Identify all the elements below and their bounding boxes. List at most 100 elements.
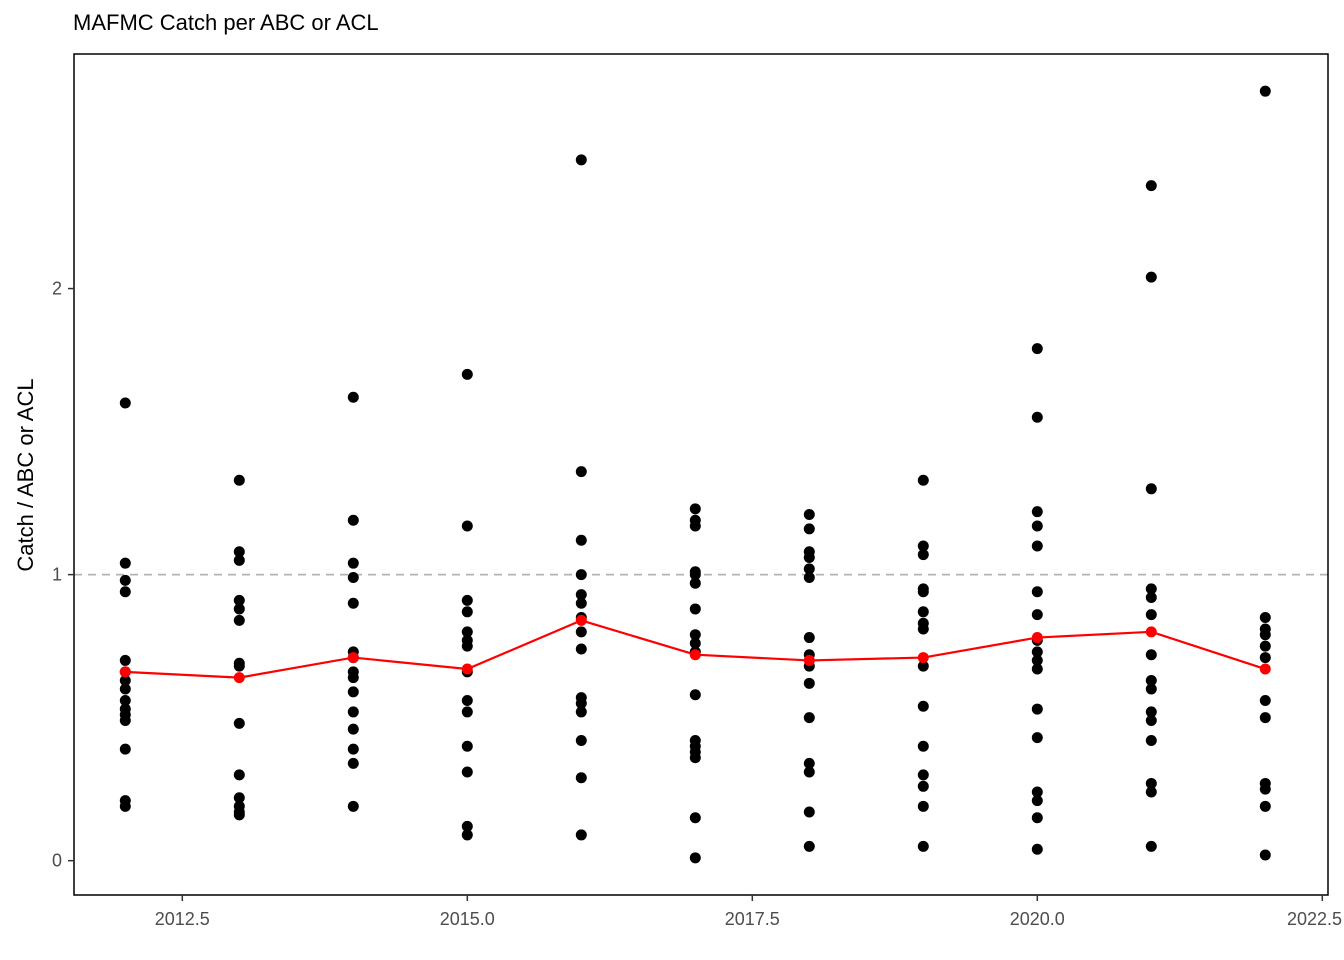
data-point [1031, 843, 1043, 855]
mean-point [689, 649, 701, 661]
data-point [917, 840, 929, 852]
data-point [1031, 654, 1043, 666]
data-point [347, 757, 359, 769]
data-point [1031, 343, 1043, 355]
mean-point [461, 663, 473, 675]
data-point [347, 514, 359, 526]
data-point [689, 577, 701, 589]
data-point [347, 571, 359, 583]
data-point [917, 474, 929, 486]
data-point [803, 571, 815, 583]
data-point [119, 654, 131, 666]
mean-point [1145, 626, 1157, 638]
data-point [1145, 715, 1157, 727]
mean-points-layer [119, 614, 1271, 684]
data-point [575, 697, 587, 709]
data-point [119, 715, 131, 727]
data-point [1259, 783, 1271, 795]
data-point [803, 806, 815, 818]
data-point [575, 706, 587, 718]
data-point [1145, 271, 1157, 283]
mean-point [347, 652, 359, 664]
data-point [1259, 85, 1271, 97]
data-point [803, 757, 815, 769]
data-point [917, 780, 929, 792]
data-point [1031, 586, 1043, 598]
data-point [347, 743, 359, 755]
data-point [803, 523, 815, 535]
data-point [575, 466, 587, 478]
data-point [233, 474, 245, 486]
x-tick-label: 2012.5 [155, 909, 210, 929]
points-layer [119, 85, 1271, 864]
data-point [347, 686, 359, 698]
data-point [689, 752, 701, 764]
data-point [119, 800, 131, 812]
data-point [917, 700, 929, 712]
data-point [461, 368, 473, 380]
data-point [1259, 652, 1271, 664]
data-point [917, 586, 929, 598]
x-axis: 2012.5 2015.0 2017.5 2020.0 2022.5 [155, 895, 1342, 929]
data-point [575, 569, 587, 581]
data-point [119, 557, 131, 569]
data-point [119, 574, 131, 586]
data-point [119, 397, 131, 409]
data-point [233, 769, 245, 781]
data-point [233, 603, 245, 615]
data-point [347, 391, 359, 403]
mean-point [119, 666, 131, 678]
data-point [575, 772, 587, 784]
data-point [1145, 180, 1157, 192]
data-point [119, 586, 131, 598]
mean-point [575, 614, 587, 626]
data-point [347, 706, 359, 718]
data-point [461, 694, 473, 706]
data-point [461, 766, 473, 778]
data-point [917, 540, 929, 552]
data-point [1145, 583, 1157, 595]
data-point [1145, 649, 1157, 661]
data-point [917, 623, 929, 635]
data-point [233, 717, 245, 729]
data-point [233, 594, 245, 606]
data-point [1031, 646, 1043, 658]
data-point [461, 640, 473, 652]
data-point [803, 551, 815, 563]
x-tick-label: 2022.5 [1287, 909, 1342, 929]
data-point [233, 614, 245, 626]
data-point [575, 597, 587, 609]
data-point [461, 740, 473, 752]
data-point [689, 520, 701, 532]
chart-title: MAFMC Catch per ABC or ACL [73, 10, 379, 35]
data-point [1031, 795, 1043, 807]
data-point [347, 723, 359, 735]
data-point [1031, 703, 1043, 715]
x-tick-label: 2020.0 [1010, 909, 1065, 929]
data-point [575, 589, 587, 601]
data-point [1145, 777, 1157, 789]
data-point [1145, 840, 1157, 852]
data-point [689, 637, 701, 649]
data-point [1031, 609, 1043, 621]
data-point [119, 743, 131, 755]
data-point [689, 852, 701, 864]
data-point [575, 735, 587, 747]
data-point [461, 820, 473, 832]
mean-point [1259, 663, 1271, 675]
data-point [1259, 694, 1271, 706]
data-point [1145, 483, 1157, 495]
data-point [1259, 712, 1271, 724]
plot-panel-border [73, 53, 1329, 896]
data-point [575, 626, 587, 638]
data-point [1259, 640, 1271, 652]
data-point [1259, 849, 1271, 861]
data-point [233, 792, 245, 804]
mean-point [233, 672, 245, 684]
data-point [689, 629, 701, 641]
data-point [575, 534, 587, 546]
x-tick-label: 2017.5 [725, 909, 780, 929]
mean-point [803, 654, 815, 666]
data-point [917, 549, 929, 561]
data-point [461, 520, 473, 532]
